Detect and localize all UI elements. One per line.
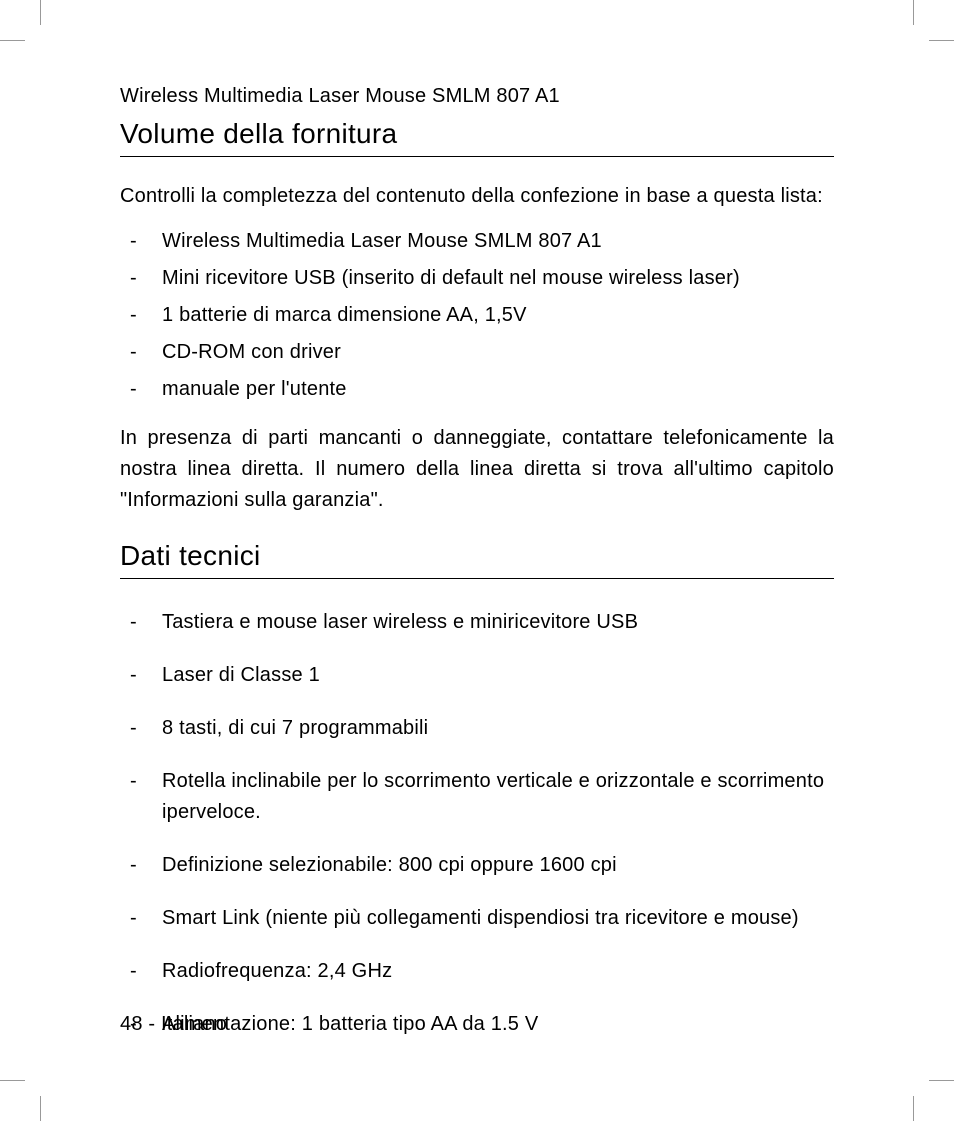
crop-mark bbox=[0, 1080, 25, 1081]
list-item: Mini ricevitore USB (inserito di default… bbox=[120, 263, 834, 294]
list-item: manuale per l'utente bbox=[120, 374, 834, 405]
list-item: Laser di Classe 1 bbox=[120, 660, 834, 691]
crop-mark bbox=[40, 1096, 41, 1121]
list-item: Wireless Multimedia Laser Mouse SMLM 807… bbox=[120, 226, 834, 257]
package-contents-list: Wireless Multimedia Laser Mouse SMLM 807… bbox=[120, 226, 834, 405]
section1-footer-text: In presenza di parti mancanti o danneggi… bbox=[120, 423, 834, 516]
crop-mark bbox=[0, 40, 25, 41]
crop-mark bbox=[913, 0, 914, 25]
list-item: Definizione selezionabile: 800 cpi oppur… bbox=[120, 850, 834, 881]
section-heading-volume: Volume della fornitura bbox=[120, 118, 834, 157]
crop-mark bbox=[913, 1096, 914, 1121]
crop-mark bbox=[929, 1080, 954, 1081]
page-content: Wireless Multimedia Laser Mouse SMLM 807… bbox=[120, 85, 834, 1036]
list-item: Tastiera e mouse laser wireless e miniri… bbox=[120, 607, 834, 638]
crop-mark bbox=[40, 0, 41, 25]
list-item: Smart Link (niente più collegamenti disp… bbox=[120, 903, 834, 934]
list-item: 8 tasti, di cui 7 programmabili bbox=[120, 713, 834, 744]
list-item: Radiofrequenza: 2,4 GHz bbox=[120, 956, 834, 987]
crop-mark bbox=[929, 40, 954, 41]
list-item: CD-ROM con driver bbox=[120, 337, 834, 368]
list-item: 1 batterie di marca dimensione AA, 1,5V bbox=[120, 300, 834, 331]
technical-specs-list: Tastiera e mouse laser wireless e miniri… bbox=[120, 607, 834, 1040]
section-heading-specs: Dati tecnici bbox=[120, 540, 834, 579]
product-title: Wireless Multimedia Laser Mouse SMLM 807… bbox=[120, 85, 834, 108]
section1-intro: Controlli la completezza del contenuto d… bbox=[120, 185, 834, 208]
page-number: 48 - Italiano bbox=[120, 1013, 227, 1036]
list-item: Rotella inclinabile per lo scorrimento v… bbox=[120, 766, 834, 828]
